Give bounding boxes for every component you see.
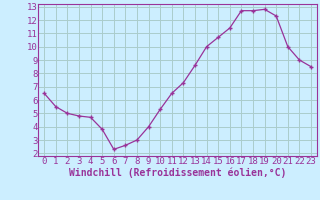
X-axis label: Windchill (Refroidissement éolien,°C): Windchill (Refroidissement éolien,°C) [69,167,286,178]
